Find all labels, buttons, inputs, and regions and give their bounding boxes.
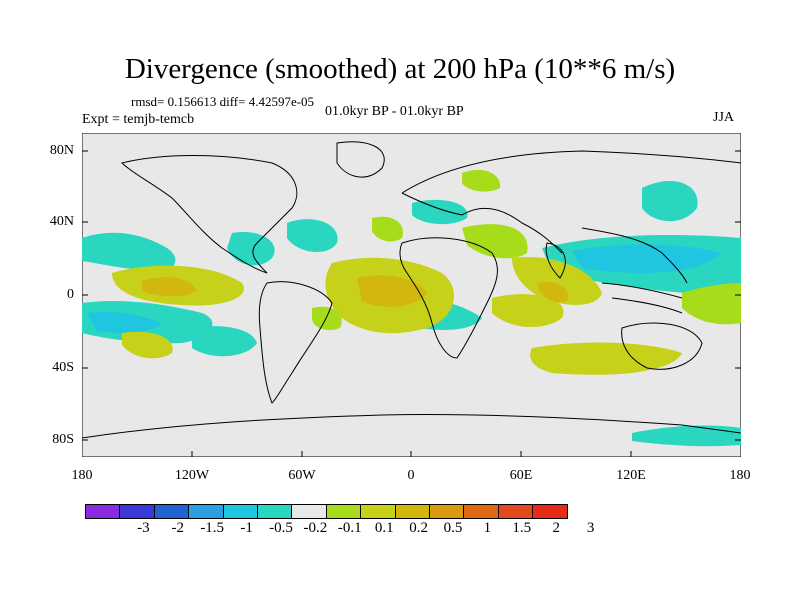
colorbar-box [498, 505, 534, 518]
axis-ticks [82, 150, 741, 457]
coastline-indonesia [601, 282, 683, 314]
map-svg [82, 133, 741, 457]
colorbar-label: -2 [171, 520, 185, 536]
field-patch [312, 306, 342, 330]
field-patch [287, 219, 338, 253]
colorbar-box [120, 505, 155, 518]
colorbar-box [86, 505, 121, 518]
colorbar-box [292, 505, 327, 518]
colorbar [85, 504, 569, 519]
field-patch [537, 281, 568, 303]
field-patch [142, 277, 197, 297]
colorbar-label: -0.1 [337, 520, 362, 536]
field-patch [227, 232, 275, 266]
colorbar-box [464, 505, 499, 518]
coastline-north-america [121, 155, 298, 274]
field-patch [642, 180, 698, 222]
colorbar-box [326, 505, 362, 518]
colorbar-label: -1 [240, 520, 253, 536]
map-panel [82, 133, 741, 457]
x-label-180e: 180 [729, 468, 751, 483]
colorbar-box [189, 505, 224, 518]
colorbar-label: 3 [586, 520, 595, 536]
stats-line: rmsd= 0.156613 diff= 4.42597e-05 [131, 94, 315, 109]
coastline-india [545, 242, 566, 279]
colorbar-label: 1 [483, 520, 492, 536]
coastline-greenland [336, 141, 385, 178]
colorbar-box [223, 505, 258, 518]
x-label-60e: 60E [509, 468, 533, 483]
season-label: JJA [713, 110, 735, 125]
colorbar-label: -1.5 [200, 520, 225, 536]
colorbar-label: 2 [552, 520, 560, 536]
coastline-south-america [258, 281, 333, 404]
colorbar-box [395, 505, 430, 518]
chart-title: Divergence (smoothed) at 200 hPa (10**6 … [124, 53, 676, 85]
colorbar-label: 0.1 [374, 520, 394, 536]
y-label-40n: 40N [49, 214, 74, 229]
y-label-80s: 80S [52, 432, 74, 447]
coastlines [82, 141, 741, 439]
field-patch [82, 232, 176, 272]
field-patch [682, 283, 741, 325]
field-patch [572, 244, 722, 273]
x-label-60w: 60W [288, 468, 316, 483]
x-label-0: 0 [407, 468, 415, 483]
field-patch [492, 294, 564, 328]
colorbar-box [429, 505, 465, 518]
y-label-80n: 80N [49, 143, 74, 158]
colorbar-label: 0.5 [443, 520, 463, 536]
field-patch [192, 326, 257, 357]
experiment-label: Expt = temjb-temcb [82, 112, 195, 127]
coastline-europe-asia [401, 150, 741, 284]
colorbar-label: -0.5 [269, 520, 293, 536]
colorbar-label: -3 [137, 520, 150, 536]
field-patch [462, 224, 528, 259]
coastline-africa [399, 237, 498, 359]
field-patch [87, 311, 162, 333]
colorbar-box [361, 505, 396, 518]
field-patch [357, 275, 427, 307]
divergence-field [82, 169, 741, 447]
field-patch [412, 199, 468, 225]
period-label: 01.0kyr BP - 01.0kyr BP [325, 104, 464, 119]
colorbar-label: 0.2 [409, 520, 428, 536]
colorbar-box [533, 505, 568, 518]
colorbar-box [154, 505, 190, 518]
x-label-120w: 120W [174, 468, 210, 483]
field-patch [632, 425, 741, 447]
field-patch [122, 331, 173, 359]
colorbar-box [257, 505, 293, 518]
y-label-40s: 40S [52, 360, 74, 375]
field-patch [462, 169, 501, 192]
x-label-120e: 120E [616, 468, 646, 483]
field-patch [512, 257, 602, 305]
coastline-antarctica [82, 414, 741, 439]
x-label-180w: 180 [71, 468, 93, 483]
coastline-australia [621, 322, 703, 370]
colorbar-label: 1.5 [512, 520, 532, 536]
y-label-0: 0 [67, 287, 74, 302]
colorbar-label: -0.2 [303, 520, 328, 536]
field-patch [372, 216, 403, 242]
